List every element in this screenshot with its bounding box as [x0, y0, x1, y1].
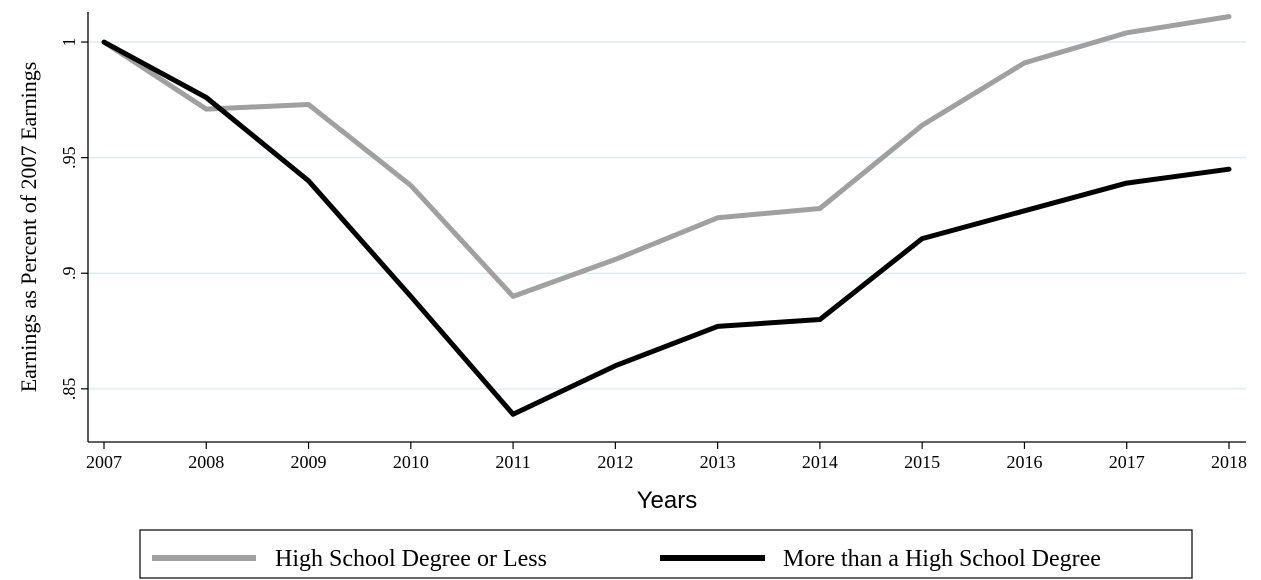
x-tick-label: 2017: [1109, 452, 1145, 472]
series-points-2: [103, 41, 1230, 415]
x-axis-title: Years: [637, 487, 698, 514]
x-tick-label: 2012: [597, 452, 633, 472]
x-tick-label: 2008: [188, 452, 224, 472]
x-tick-label: 2013: [700, 452, 736, 472]
series-points-1: [103, 16, 1230, 297]
x-tick-label: 2015: [904, 452, 940, 472]
y-axis-title: Earnings as Percent of 2007 Earnings: [16, 62, 41, 393]
series-line-2: [101, 39, 1232, 417]
axes: [87, 12, 1246, 443]
series-lines: [101, 14, 1232, 417]
x-tick-label: 2016: [1006, 452, 1042, 472]
x-tick-label: 2014: [802, 452, 838, 472]
x-ticks: 2007 2008 2009 2010 2011 2012 2013 2014 2015 2016…: [86, 442, 1247, 472]
legend: High School Degree or Less More than a H…: [139, 529, 1193, 579]
gridlines: [88, 41, 1246, 390]
y-tick-label: 1: [59, 38, 79, 47]
x-tick-label: 2010: [393, 452, 429, 472]
series-line-1: [101, 14, 1232, 299]
legend-label-series-2: More than a High School Degree: [783, 546, 1101, 572]
legend-box: [139, 529, 1193, 579]
y-tick-label: .85: [59, 378, 79, 401]
x-tick-label: 2009: [291, 452, 327, 472]
legend-label-series-1: High School Degree or Less: [275, 546, 547, 572]
y-ticks: .85 .9 .95 1: [59, 38, 88, 401]
y-tick-label: .9: [59, 266, 79, 280]
x-tick-label: 2007: [86, 452, 122, 472]
y-tick-label: .95: [59, 146, 79, 169]
x-tick-label: 2011: [495, 452, 530, 472]
x-tick-label: 2018: [1211, 452, 1247, 472]
